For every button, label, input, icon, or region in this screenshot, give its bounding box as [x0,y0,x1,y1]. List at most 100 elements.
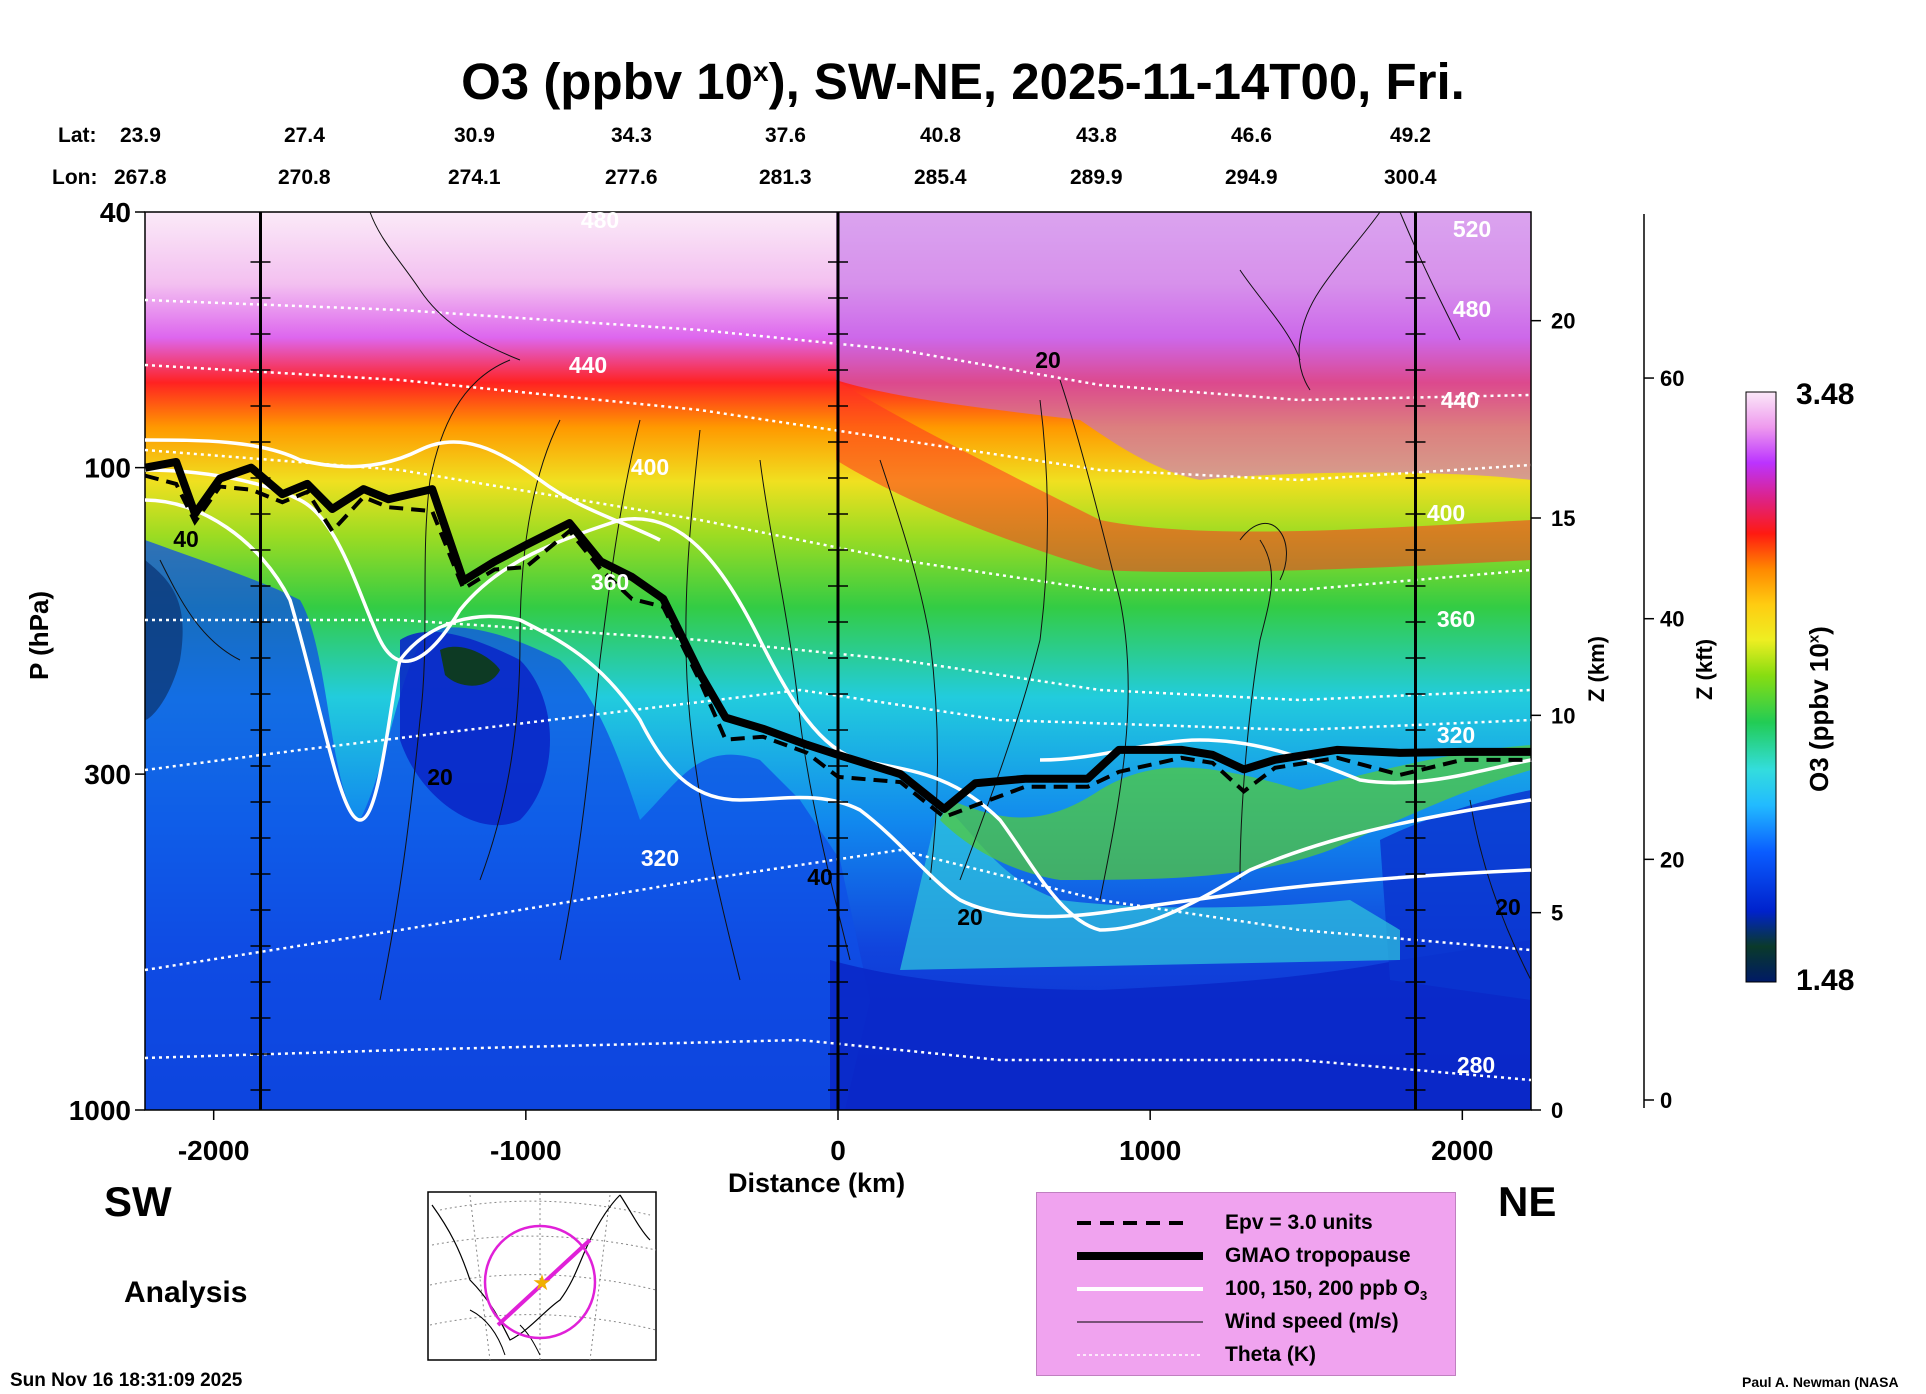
lon-value: 285.4 [914,166,967,189]
wind-label: 20 [1495,894,1521,920]
analysis-label: Analysis [124,1276,248,1309]
wind-line [1298,211,1381,391]
svg-text:★: ★ [532,1270,552,1295]
lon-label: Lon: [52,166,98,189]
wind-line [685,429,741,981]
epv-path [144,473,1531,820]
legend-tropopause: GMAO tropopause [1225,1244,1411,1267]
lon-value: 270.8 [278,166,331,189]
theta-label: 440 [1441,387,1479,413]
theta-label: 320 [641,845,679,871]
axes: -2000 -1000 0 1000 2000 40 100 300 1000 0 5 10 15 20 0… [69,197,1685,1166]
y-axis-title: P (hPa) [24,590,54,680]
lat-value: 46.6 [1231,124,1272,147]
z-kft-tick-label: 40 [1660,607,1684,632]
colorbar-gradient [1745,391,1777,983]
ozone-contour [144,438,661,542]
wind-line [479,419,561,881]
lon-value: 277.6 [605,166,658,189]
wind-line [369,211,521,361]
x-axis-title: Distance (km) [728,1168,906,1198]
lat-value: 27.4 [284,124,325,147]
theta-label: 400 [1427,500,1465,526]
wind-contours [159,211,1532,1001]
wind-line [1059,379,1129,901]
z-kft-tick-label: 20 [1660,847,1684,872]
theta-label: 360 [1437,606,1475,632]
y-tick-label: 40 [100,197,131,228]
z-km-tick-label: 5 [1551,901,1563,926]
timestamp: Sun Nov 16 18:31:09 2025 [10,1370,243,1391]
wind-line [1239,522,1287,581]
lat-label: Lat: [58,124,97,147]
lon-value: 274.1 [448,166,501,189]
lat-value: 30.9 [454,124,495,147]
wind-label: 20 [427,764,453,790]
colorbar [1745,391,1777,983]
theta-label: 400 [631,454,669,480]
tropopause-path [144,457,1531,814]
theta-line [144,1038,1532,1082]
wind-line [159,559,241,661]
direction-sw: SW [104,1178,172,1225]
lat-value: 43.8 [1076,124,1117,147]
z-km-tick-label: 0 [1551,1098,1563,1123]
theta-line [145,618,1532,702]
y-tick-label: 100 [84,453,131,484]
lat-value: 23.9 [120,124,161,147]
credit: Paul A. Newman (NASA [1742,1374,1899,1390]
x-tick-label: -2000 [178,1135,250,1166]
z-km-axis-title: Z (km) [1584,636,1609,702]
wind-line [1469,799,1532,981]
wind-line [759,459,851,961]
wind-line [379,359,511,1001]
lon-value: 281.3 [759,166,812,189]
theta-label: 480 [581,207,619,233]
theta-line [144,298,1532,402]
theta-label: 320 [1437,722,1475,748]
lon-value: 267.8 [114,166,167,189]
theta-contours [144,298,1532,1082]
wind-label: 20 [1035,347,1061,373]
wind-line [559,419,641,961]
y-tick-label: 300 [84,759,131,790]
wind-label: 40 [807,864,833,890]
legend-o3: 100, 150, 200 ppb O3 [1225,1277,1428,1304]
legend: Epv = 3.0 units GMAO tropopause 100, 150… [1036,1192,1456,1376]
wind-line [1239,269,1301,361]
ozone-contour [144,468,1532,932]
inset-map: ★ [427,1191,657,1361]
colorbar-title: O3 (ppbv 10x) [1804,626,1834,792]
wind-label: 40 [173,526,199,552]
x-tick-label: 1000 [1119,1135,1181,1166]
wind-label: 20 [957,904,983,930]
theta-label: 280 [1457,1052,1495,1078]
colorbar-max: 3.48 [1796,378,1855,411]
wind-line [1239,539,1272,881]
lat-lon-markers [250,212,1426,1110]
legend-theta: Theta (K) [1225,1343,1316,1366]
z-kft-tick-label: 60 [1660,366,1684,391]
colorbar-min: 1.48 [1796,964,1855,997]
theta-line [144,448,1532,592]
y-tick-label: 1000 [69,1095,131,1126]
epv-line [144,473,1531,820]
lon-value: 294.9 [1225,166,1278,189]
legend-wind: Wind speed (m/s) [1225,1310,1399,1333]
theta-label: 520 [1453,216,1491,242]
lat-value: 34.3 [611,124,652,147]
z-kft-axis-title: Z (kft) [1692,638,1717,700]
wind-line [1399,211,1461,341]
chart-title: O3 (ppbv 10x), SW-NE, 2025-11-14T00, Fri… [461,53,1465,110]
lon-value: 300.4 [1384,166,1437,189]
lat-value: 40.8 [920,124,961,147]
theta-line [144,848,1532,972]
x-tick-label: 2000 [1431,1135,1493,1166]
tropopause-line [144,457,1531,814]
theta-label: 440 [569,352,607,378]
z-kft-tick-label: 0 [1660,1088,1672,1113]
wind-line [959,399,1048,881]
theta-label: 480 [1453,296,1491,322]
direction-ne: NE [1498,1178,1557,1225]
